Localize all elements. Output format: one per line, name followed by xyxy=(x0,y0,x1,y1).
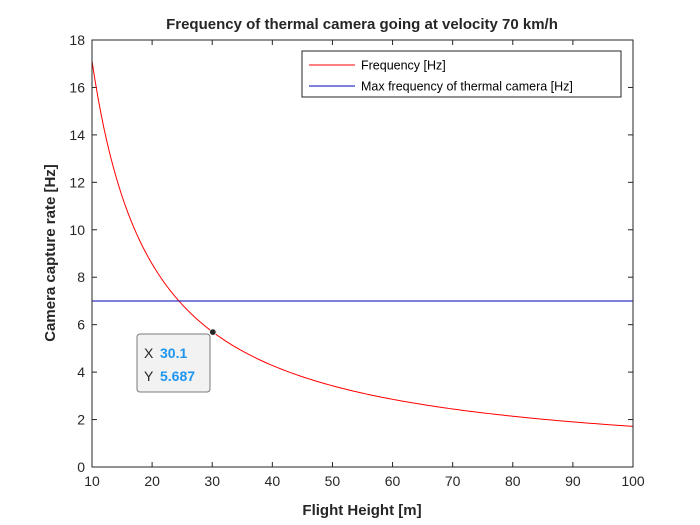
x-tick-label-40: 40 xyxy=(265,473,281,489)
chart-title: Frequency of thermal camera going at vel… xyxy=(166,16,558,33)
y-tick-label-12: 12 xyxy=(69,174,85,190)
x-tick-label-100: 100 xyxy=(621,473,645,489)
x-tick-label-80: 80 xyxy=(505,473,521,489)
x-tick-label-70: 70 xyxy=(445,473,461,489)
legend-label-frequency: Frequency [Hz] xyxy=(361,59,446,73)
y-tick-label-16: 16 xyxy=(69,79,85,95)
y-tick-label-2: 2 xyxy=(77,412,85,428)
plot-area[interactable] xyxy=(92,40,633,467)
legend-box xyxy=(301,50,622,98)
datatip-box xyxy=(136,333,211,393)
y-tick-label-10: 10 xyxy=(69,222,85,238)
legend-label-max-frequency: Max frequency of thermal camera [Hz] xyxy=(361,80,573,94)
datatip-y-value: 5.687 xyxy=(160,368,195,384)
x-tick-label-90: 90 xyxy=(565,473,581,489)
datatip-marker[interactable] xyxy=(209,328,217,336)
datatip-x-value: 30.1 xyxy=(160,345,187,361)
x-tick-label-10: 10 xyxy=(84,473,100,489)
x-tick-label-20: 20 xyxy=(144,473,160,489)
x-tick-label-50: 50 xyxy=(325,473,341,489)
y-tick-label-0: 0 xyxy=(77,459,85,475)
series-lines xyxy=(91,60,634,427)
y-axis-label: Camera capture rate [Hz] xyxy=(42,164,59,342)
x-tick-label-60: 60 xyxy=(385,473,401,489)
x-tick-label-30: 30 xyxy=(204,473,220,489)
legend[interactable]: Frequency [Hz] Max frequency of thermal … xyxy=(301,50,622,98)
x-axis-label: Flight Height [m] xyxy=(302,502,421,519)
axes-box xyxy=(91,39,634,468)
y-tick-label-4: 4 xyxy=(77,364,85,380)
axis-ticks: 10 20 30 40 50 60 70 80 90 100 0 2 4 6 8 10 12 14 16 18 xyxy=(69,32,644,489)
datatip[interactable]: X 30.1 Y 5.687 xyxy=(136,328,217,393)
y-tick-label-6: 6 xyxy=(77,317,85,333)
datatip-x-key: X xyxy=(144,345,154,361)
y-tick-label-14: 14 xyxy=(69,127,85,143)
y-tick-label-8: 8 xyxy=(77,269,85,285)
y-tick-label-18: 18 xyxy=(69,32,85,48)
series-line-frequency[interactable] xyxy=(91,60,634,427)
datatip-y-key: Y xyxy=(144,368,154,384)
